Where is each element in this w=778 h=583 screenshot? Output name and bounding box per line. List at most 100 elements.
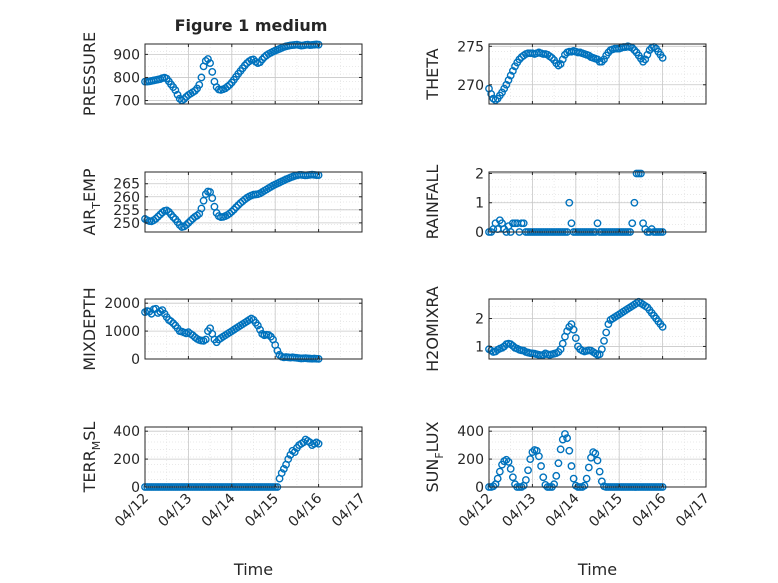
data-point xyxy=(565,198,574,207)
data-point xyxy=(225,80,234,89)
data-point xyxy=(225,209,234,218)
data-point xyxy=(232,203,241,212)
x-axis-label: Time xyxy=(577,560,617,579)
y-axis-label: TERRMSL xyxy=(80,422,103,494)
data-point xyxy=(539,473,548,482)
y-tick-label: 2 xyxy=(475,312,484,328)
x-axis-label: Time xyxy=(233,560,273,579)
data-point xyxy=(567,219,576,228)
y-tick-label: 900 xyxy=(113,47,140,63)
data-point xyxy=(643,50,652,59)
data-point xyxy=(537,462,545,470)
subplot-mixdepth: 0 1000 2000 MIXDEPTH xyxy=(80,287,363,371)
data-point xyxy=(569,474,578,483)
y-tick-label: 0 xyxy=(475,225,484,241)
data-point xyxy=(145,307,154,316)
data-point xyxy=(591,449,600,458)
data-point xyxy=(658,323,667,331)
data-point xyxy=(658,53,667,62)
data-point xyxy=(195,80,204,89)
y-tick-label: 260 xyxy=(113,190,140,206)
data-point xyxy=(493,474,502,483)
data-point xyxy=(541,481,550,489)
data-point xyxy=(186,216,195,225)
y-tick-label: 700 xyxy=(113,94,140,110)
data-point xyxy=(602,328,611,337)
y-tick-label: 2 xyxy=(475,166,484,182)
data-point xyxy=(258,55,267,64)
y-tick-label: 200 xyxy=(457,452,484,468)
data-point xyxy=(552,59,561,68)
data-point xyxy=(508,67,517,75)
data-point xyxy=(593,456,602,465)
data-point xyxy=(630,46,639,55)
data-point xyxy=(154,212,162,221)
data-point xyxy=(595,467,604,476)
data-point xyxy=(284,455,293,463)
data-point xyxy=(558,55,567,64)
data-point xyxy=(558,339,567,348)
data-point xyxy=(171,86,180,95)
data-point xyxy=(637,169,645,178)
y-tick-label: 200 xyxy=(113,452,140,468)
data-point xyxy=(604,320,613,329)
data-point xyxy=(561,430,569,438)
data-point xyxy=(314,40,323,49)
data-point xyxy=(556,60,565,68)
subplot-grid: 700 800 900 PRESSURE 270 275 THETA 250255260265… xyxy=(80,32,713,579)
data-point xyxy=(554,459,563,468)
data-point xyxy=(508,473,517,482)
data-point xyxy=(506,464,515,473)
data-point xyxy=(169,213,178,222)
data-point xyxy=(597,57,606,66)
data-point xyxy=(487,90,496,98)
y-tick-label: 400 xyxy=(457,424,484,440)
axes-box xyxy=(144,298,363,360)
y-axis-label: PRESSURE xyxy=(80,32,99,116)
data-point xyxy=(535,452,543,461)
data-point xyxy=(180,95,188,104)
data-point xyxy=(498,88,506,97)
data-point xyxy=(526,455,535,463)
subplot-theta: 270 275 THETA xyxy=(423,39,707,105)
y-tick-label: 255 xyxy=(113,203,140,219)
figure-title: Figure 1 medium xyxy=(175,16,328,35)
data-point xyxy=(279,464,288,473)
data-point xyxy=(600,336,608,345)
y-axis-label: AIRTEMP xyxy=(80,168,103,235)
axes-box xyxy=(144,43,363,105)
data-point xyxy=(563,434,572,443)
y-tick-label: 1 xyxy=(475,339,484,355)
data-point xyxy=(600,55,608,64)
data-point xyxy=(502,455,511,464)
y-tick-label: 0 xyxy=(131,352,140,368)
data-point xyxy=(290,448,299,457)
data-point xyxy=(641,55,650,64)
subplot-h2omixra: 1 2 H2OMIXRA xyxy=(423,286,707,372)
data-point xyxy=(197,204,206,213)
data-point xyxy=(515,55,524,64)
data-point xyxy=(230,205,238,214)
data-point xyxy=(223,82,232,91)
data-point xyxy=(206,59,215,68)
y-tick-label: 0 xyxy=(131,480,140,496)
data-point xyxy=(571,334,580,342)
axes-box xyxy=(144,426,363,488)
data-point xyxy=(628,43,637,52)
data-point xyxy=(500,84,509,93)
data-point xyxy=(273,346,282,355)
axes-box xyxy=(144,171,363,233)
y-axis-label: RAINFALL xyxy=(423,165,442,240)
y-tick-label: 2000 xyxy=(104,296,140,312)
data-point xyxy=(552,471,561,480)
y-axis-label: H2OMIXRA xyxy=(423,286,442,372)
data-point xyxy=(495,467,504,476)
data-point xyxy=(630,198,639,207)
y-axis-label: SUNFLUX xyxy=(423,421,446,492)
data-point xyxy=(569,325,578,334)
data-point xyxy=(184,218,193,227)
data-point xyxy=(504,457,513,466)
data-point xyxy=(506,71,515,80)
